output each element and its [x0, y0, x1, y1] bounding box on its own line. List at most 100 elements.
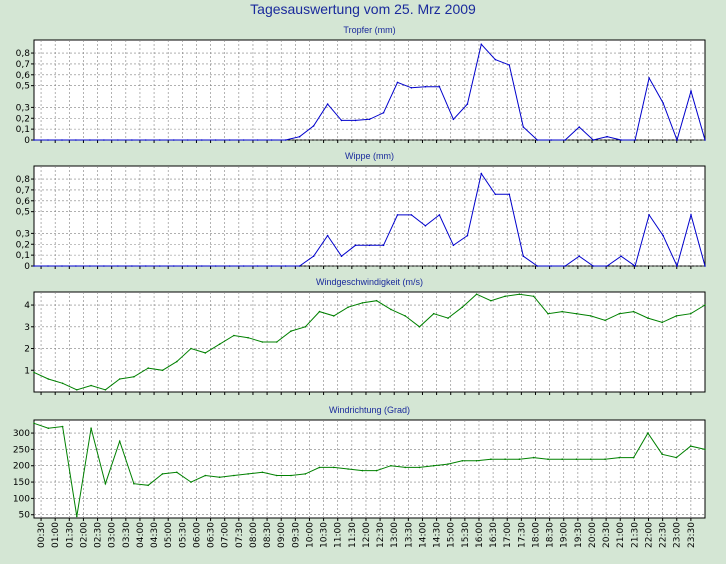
data-point [550, 265, 552, 267]
data-point [61, 265, 63, 267]
data-point [147, 484, 149, 487]
panel-4: Windrichtung (Grad) 50 100 150 200 250 300 [13, 405, 706, 521]
y-tick-label: 300 [13, 429, 30, 439]
data-point [382, 112, 385, 114]
data-point [390, 308, 392, 311]
data-point [89, 265, 91, 267]
data-point [604, 319, 606, 322]
data-point [33, 139, 35, 141]
data-point [438, 85, 441, 88]
y-tick-label: 0,1 [16, 125, 30, 135]
x-tick-label: 18:00 [531, 522, 541, 548]
data-point [290, 474, 292, 477]
data-point [466, 103, 469, 105]
data-point [242, 139, 245, 141]
x-tick-label: 23:30 [687, 522, 697, 548]
x-tick-label: 05:00 [164, 522, 174, 548]
data-point [632, 456, 635, 459]
data-point [418, 326, 421, 328]
x-tick-label: 20:30 [602, 522, 612, 548]
panel-3: Windgeschwindigkeit (m/s) 1 2 3 4 [24, 277, 706, 395]
panel-title: Wippe (mm) [345, 151, 394, 161]
data-point [647, 432, 649, 434]
data-point [131, 265, 133, 267]
data-point [133, 482, 135, 485]
panel-title: Tropfer (mm) [343, 25, 395, 35]
x-tick-label: 04:30 [150, 522, 160, 548]
data-point [304, 473, 307, 475]
data-point [256, 265, 259, 267]
x-tick-label: 13:00 [390, 522, 400, 548]
data-point [606, 265, 608, 267]
data-point [75, 265, 77, 267]
panel-title: Windgeschwindigkeit (m/s) [316, 277, 423, 287]
data-point [564, 139, 566, 141]
data-point [247, 473, 249, 475]
panel-1: Tropfer (mm) 00,10,20,3 0,50,60,70,8 [16, 25, 706, 146]
y-tick-label: 0,1 [16, 251, 30, 261]
data-point [270, 265, 273, 267]
x-tick-label: 10:30 [320, 522, 330, 548]
data-point [490, 458, 492, 461]
data-point [504, 295, 506, 298]
data-point [466, 234, 469, 237]
data-point [475, 293, 478, 296]
data-point [661, 453, 663, 456]
data-point [618, 456, 621, 459]
y-tick-label: 100 [13, 494, 30, 504]
data-point [233, 474, 235, 477]
x-tick-label: 02:30 [94, 522, 104, 548]
data-point [218, 476, 221, 479]
data-point [508, 64, 511, 66]
y-tick-label: 2 [24, 345, 30, 355]
y-tick-label: 0,7 [16, 186, 30, 196]
data-point [578, 255, 580, 257]
data-point [662, 102, 664, 104]
data-point [704, 265, 706, 267]
data-point [340, 255, 343, 257]
data-point [33, 371, 35, 374]
data-point [578, 126, 580, 128]
y-tick-label: 0,8 [16, 49, 31, 59]
plot-area [33, 419, 706, 519]
data-point [61, 139, 63, 141]
data-point [676, 265, 678, 267]
data-point [76, 389, 78, 391]
data-point [187, 139, 189, 141]
data-point [103, 139, 105, 141]
data-point [326, 234, 329, 237]
data-point [461, 306, 464, 309]
data-point [704, 139, 706, 141]
data-point [647, 317, 649, 319]
data-point [347, 306, 349, 309]
data-point [508, 193, 511, 196]
data-point [47, 139, 49, 141]
data-point [675, 456, 678, 459]
x-tick-label: 01:00 [51, 522, 61, 548]
data-point [333, 315, 335, 317]
data-point [675, 315, 678, 317]
data-point [662, 234, 664, 237]
data-point [90, 384, 92, 387]
data-point [228, 139, 231, 141]
data-point [447, 463, 449, 465]
data-point [145, 139, 147, 141]
x-tick-label: 17:00 [503, 522, 513, 548]
x-tick-label: 06:00 [192, 522, 202, 548]
data-point [536, 139, 539, 141]
data-point [75, 139, 77, 141]
data-point [61, 382, 64, 385]
data-point [117, 139, 119, 141]
data-point [634, 265, 636, 267]
x-tick-label: 11:00 [334, 522, 344, 548]
panel-title: Windrichtung (Grad) [329, 405, 410, 415]
data-point [620, 255, 622, 257]
data-point [452, 118, 455, 121]
data-point [661, 321, 663, 324]
data-point [648, 77, 650, 79]
data-point [382, 244, 385, 247]
data-point [424, 225, 427, 227]
data-point [201, 139, 203, 141]
data-point [47, 265, 49, 267]
